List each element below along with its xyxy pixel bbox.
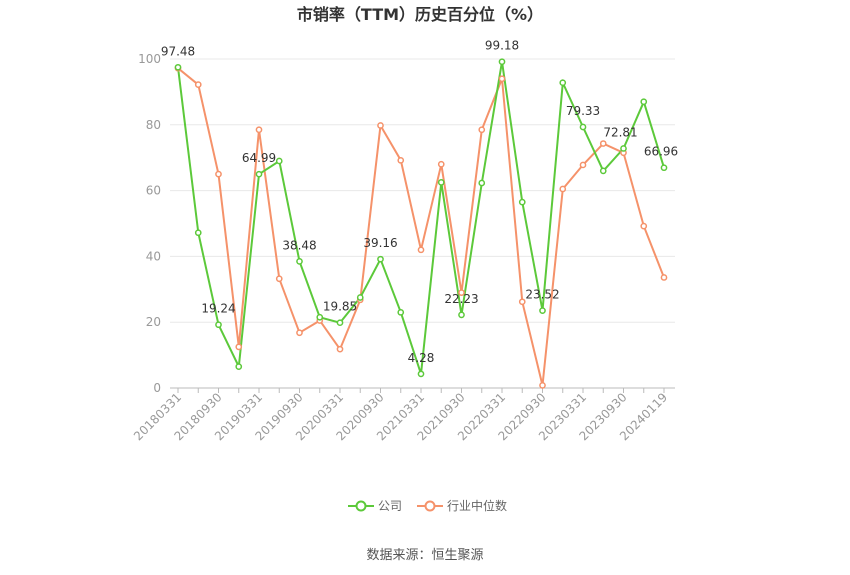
series-points	[174, 58, 668, 389]
data-point	[458, 311, 465, 319]
x-axis: 2018033120180930201903312019093020200331…	[131, 387, 675, 443]
data-point	[377, 255, 384, 263]
data-point	[377, 122, 384, 129]
legend-marker	[424, 500, 436, 512]
data-point	[275, 275, 283, 283]
chart-title: 市销率（TTM）历史百分位（%）	[297, 5, 543, 24]
data-label: 19.85	[323, 300, 357, 314]
data-point	[498, 75, 506, 83]
data-point	[417, 370, 425, 378]
data-point	[518, 298, 526, 306]
data-point	[397, 156, 405, 164]
data-label: 4.28	[408, 351, 435, 365]
y-tick-label: 80	[146, 118, 161, 132]
data-point	[417, 246, 425, 254]
data-point	[660, 274, 668, 281]
y-axis: 0 20 40 60 80 100	[138, 52, 161, 395]
data-point	[356, 294, 364, 301]
data-label: 97.48	[161, 44, 195, 58]
data-point	[174, 63, 182, 71]
data-point	[498, 58, 506, 66]
y-tick-label: 60	[146, 184, 161, 198]
data-label: 79.33	[566, 104, 600, 118]
data-point	[579, 123, 587, 131]
data-label: 19.24	[201, 302, 235, 316]
data-label: 38.48	[282, 238, 316, 252]
data-point	[437, 160, 445, 168]
data-labels: 97.48 19.24 64.99 38.48 19.85 39.16 4.28 22.23 9…	[161, 39, 678, 365]
data-point	[620, 145, 627, 152]
y-tick-label: 20	[146, 315, 161, 329]
data-point	[397, 308, 405, 316]
data-point	[559, 79, 567, 87]
data-point	[478, 179, 486, 187]
source-note: 数据来源：恒生聚源	[366, 548, 483, 563]
data-label: 66.96	[644, 145, 678, 159]
legend-label: 行业中位数	[447, 498, 507, 513]
data-point	[194, 81, 202, 89]
data-point	[559, 185, 567, 193]
data-point	[640, 98, 648, 106]
legend[interactable]: 公司 行业中位数	[348, 498, 507, 513]
data-point	[539, 307, 546, 314]
y-tick-label: 100	[138, 52, 161, 66]
data-point	[336, 345, 344, 353]
data-point	[437, 179, 445, 186]
y-tick-label: 0	[153, 381, 161, 395]
data-point	[640, 222, 648, 230]
data-point	[215, 170, 222, 178]
legend-marker	[355, 500, 367, 512]
data-point	[660, 164, 668, 172]
data-point	[296, 329, 303, 337]
data-point	[255, 126, 263, 134]
data-label: 72.81	[603, 125, 637, 139]
data-point	[518, 198, 526, 206]
data-point	[539, 382, 546, 389]
data-point	[579, 161, 587, 169]
data-point	[194, 229, 202, 237]
data-point	[275, 157, 283, 165]
data-label: 23.52	[525, 288, 559, 302]
data-label: 99.18	[485, 39, 519, 53]
data-point	[215, 321, 222, 329]
data-point	[255, 170, 263, 178]
data-point	[599, 167, 607, 175]
y-tick-label: 40	[146, 249, 161, 263]
data-label: 39.16	[363, 236, 397, 250]
data-point	[458, 289, 465, 296]
data-point	[478, 126, 486, 134]
data-point	[235, 343, 243, 351]
legend-label: 公司	[378, 499, 402, 513]
data-point	[316, 313, 324, 321]
legend-item[interactable]: 行业中位数	[417, 498, 507, 513]
data-point	[235, 363, 243, 370]
legend-item[interactable]: 公司	[348, 499, 402, 513]
data-point	[296, 258, 303, 265]
data-label: 64.99	[242, 151, 276, 165]
data-point	[336, 319, 344, 327]
data-point	[599, 140, 607, 147]
data-label: 22.23	[444, 292, 478, 306]
